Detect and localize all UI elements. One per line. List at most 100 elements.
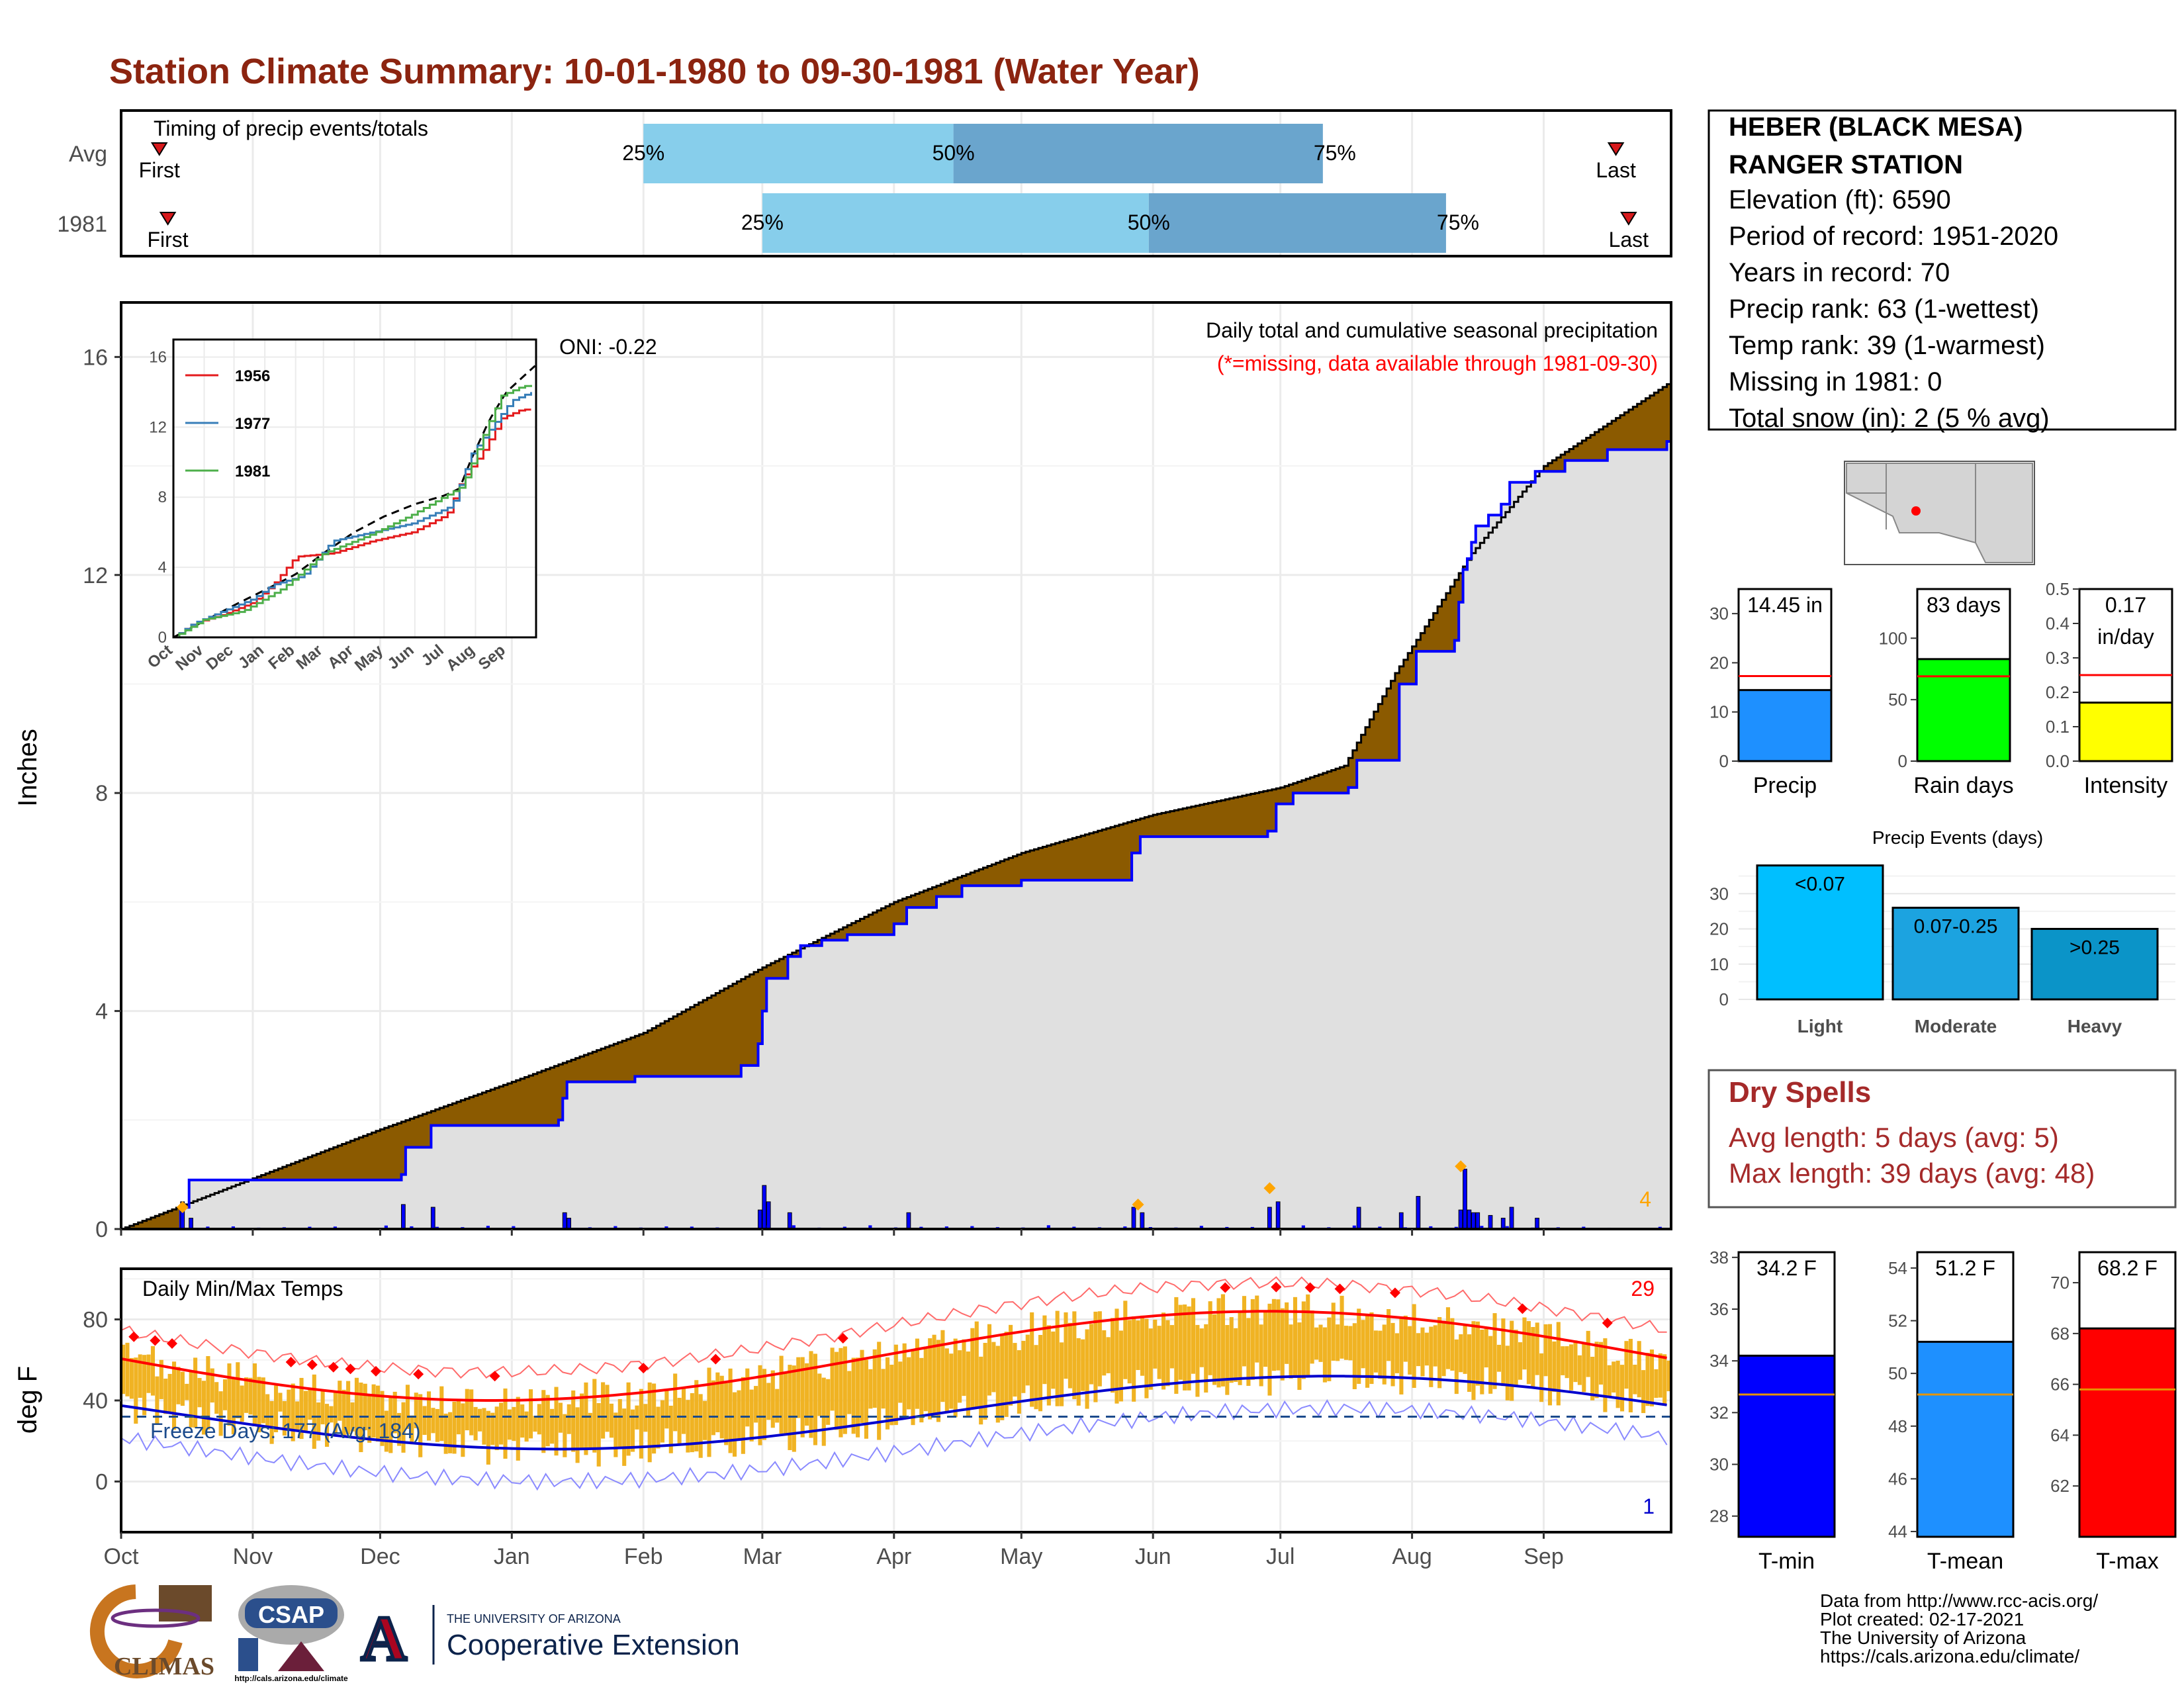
daily-temp-bar bbox=[1577, 1355, 1582, 1385]
stat-y-tick-label: 46 bbox=[1888, 1469, 1907, 1488]
daily-temp-bar bbox=[1280, 1308, 1285, 1381]
daily-temp-bar bbox=[1089, 1324, 1094, 1385]
daily-temp-bar bbox=[1085, 1329, 1089, 1409]
daily-temp-bar bbox=[218, 1391, 223, 1436]
daily-temp-bar bbox=[754, 1386, 758, 1423]
credit-line-1: Data from http://www.rcc-acis.org/ bbox=[1820, 1590, 2098, 1611]
record-high-marker bbox=[1334, 1283, 1345, 1295]
daily-precip-trace-bar bbox=[868, 1225, 872, 1229]
daily-temp-bar bbox=[1234, 1328, 1238, 1382]
daily-temp-bar bbox=[499, 1402, 504, 1445]
daily-temp-bar bbox=[1055, 1310, 1060, 1406]
stat-y-tick-label: 64 bbox=[2050, 1425, 2070, 1445]
daily-temp-bar bbox=[592, 1379, 597, 1453]
daily-precip-trace-bar bbox=[410, 1226, 414, 1229]
daily-temp-bar bbox=[1535, 1322, 1539, 1375]
daily-temp-bar bbox=[1539, 1353, 1544, 1402]
stat-y-tick-label: 0.5 bbox=[2046, 579, 2070, 599]
daily-temp-bar bbox=[1004, 1332, 1009, 1417]
ua-logo-letter: A bbox=[361, 1603, 406, 1674]
daily-temp-bar bbox=[962, 1339, 966, 1396]
daily-temp-bar bbox=[1310, 1310, 1314, 1364]
daily-temp-bar bbox=[1552, 1341, 1557, 1392]
daily-temp-bar bbox=[1463, 1323, 1467, 1374]
credit-line-2: Plot created: 02-17-2021 bbox=[1820, 1609, 2024, 1629]
daily-temp-bar bbox=[1314, 1327, 1319, 1360]
daily-temp-bar bbox=[1543, 1324, 1548, 1377]
daily-temp-bar bbox=[1510, 1320, 1514, 1401]
daily-temp-bar bbox=[193, 1357, 198, 1428]
record-high-marker bbox=[413, 1369, 424, 1380]
daily-temp-bar bbox=[1547, 1324, 1553, 1406]
daily-temp-bar bbox=[1009, 1324, 1013, 1406]
daily-precip-bar bbox=[189, 1218, 193, 1230]
daily-temp-bar bbox=[1424, 1332, 1429, 1366]
last-label: Last bbox=[1596, 158, 1636, 182]
daily-temp-bar bbox=[1318, 1324, 1323, 1362]
daily-temp-bar bbox=[1034, 1345, 1038, 1410]
daily-temp-bar bbox=[435, 1408, 439, 1442]
stat-chart-rain-days: 0 50 100 83 days Rain days bbox=[1879, 588, 2014, 798]
hot-record-count: 29 bbox=[1631, 1277, 1655, 1301]
daily-temp-bar bbox=[257, 1377, 261, 1433]
temp-y-tick-label: 0 bbox=[95, 1469, 108, 1494]
stat-value-bar bbox=[1916, 658, 2011, 762]
daily-temp-bar bbox=[1607, 1365, 1612, 1396]
daily-temp-bar bbox=[206, 1355, 210, 1430]
daily-precip-bar bbox=[1416, 1196, 1421, 1230]
daily-temp-bar bbox=[1598, 1342, 1604, 1385]
daily-temp-bar bbox=[805, 1363, 809, 1426]
daily-temp-bar bbox=[1586, 1330, 1590, 1377]
station-name-line1: HEBER (BLACK MESA) bbox=[1729, 113, 2023, 142]
daily-temp-bar bbox=[643, 1404, 648, 1432]
daily-temp-bar bbox=[1429, 1326, 1433, 1387]
events-title: Precip Events (days) bbox=[1872, 827, 2043, 848]
csap-logo: CSAP http://cals.arizona.edu/climate bbox=[234, 1585, 348, 1683]
month-tick-label: May bbox=[1000, 1544, 1042, 1569]
daily-temp-bar bbox=[473, 1406, 478, 1441]
cumulative-1981-line bbox=[121, 440, 1671, 1230]
record-high-marker bbox=[328, 1361, 339, 1373]
daily-temp-bar bbox=[222, 1379, 228, 1410]
daily-precip-bar bbox=[1467, 1209, 1472, 1230]
daily-temp-bar bbox=[1021, 1340, 1026, 1393]
daily-temp-bar bbox=[545, 1394, 550, 1447]
daily-temp-bar bbox=[719, 1375, 724, 1439]
daily-temp-bar bbox=[210, 1368, 214, 1403]
events-bar-label: 0.07-0.25 bbox=[1914, 916, 1998, 938]
station-location-dot bbox=[1911, 506, 1921, 516]
ua-logo-top: THE UNIVERSITY OF ARIZONA bbox=[447, 1612, 621, 1625]
inset-y-tick-label: 0 bbox=[158, 629, 167, 647]
daily-temp-bar bbox=[677, 1398, 682, 1445]
temp-y-tick-label: 80 bbox=[83, 1308, 108, 1333]
precip-y-tick-label: 4 bbox=[95, 999, 108, 1025]
stat-y-tick-label: 36 bbox=[1709, 1299, 1729, 1319]
daily-temp-bar bbox=[1276, 1299, 1281, 1371]
daily-precip-bar bbox=[567, 1218, 572, 1230]
daily-temp-bar bbox=[792, 1365, 796, 1452]
daily-temp-bar bbox=[983, 1342, 987, 1420]
daily-temp-bar bbox=[201, 1381, 206, 1435]
daily-temp-bar bbox=[528, 1389, 533, 1439]
daily-precip-bar bbox=[562, 1212, 567, 1230]
daily-temp-bar bbox=[1293, 1297, 1298, 1378]
daily-temp-bar bbox=[431, 1408, 435, 1434]
daily-temp-bar bbox=[766, 1383, 771, 1420]
daily-temp-bar bbox=[477, 1408, 482, 1432]
record-high-marker bbox=[370, 1365, 381, 1377]
daily-temp-bar bbox=[346, 1381, 351, 1435]
daily-temp-bar bbox=[1361, 1320, 1365, 1369]
daily-temp-bar bbox=[842, 1346, 847, 1434]
daily-temp-bar bbox=[1111, 1318, 1115, 1393]
daily-temp-bar bbox=[1565, 1346, 1569, 1379]
daily-temp-bar bbox=[1127, 1320, 1132, 1384]
csap-logo-text: CSAP bbox=[258, 1601, 324, 1628]
daily-temp-bar bbox=[1365, 1314, 1370, 1388]
daily-temp-bar bbox=[936, 1340, 941, 1422]
events-y-tick-label: 0 bbox=[1719, 989, 1729, 1009]
daily-temp-bar bbox=[1518, 1342, 1523, 1380]
daily-temp-bar bbox=[180, 1371, 185, 1406]
record-high-marker bbox=[638, 1363, 649, 1374]
daily-temp-bar bbox=[1165, 1320, 1170, 1387]
daily-temp-bar bbox=[414, 1393, 418, 1428]
